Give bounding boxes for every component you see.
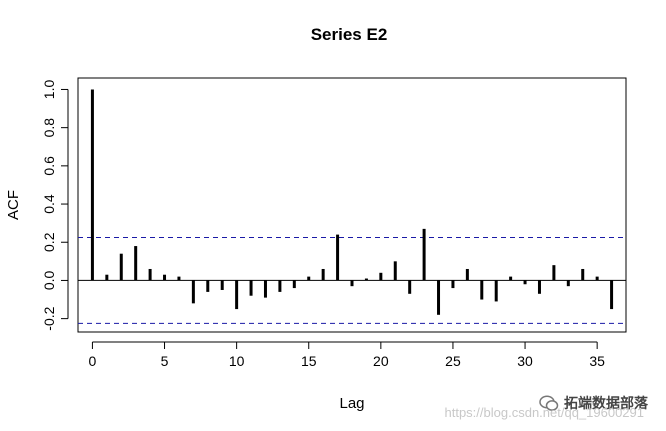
x-tick-label-10: 10: [229, 353, 245, 369]
y-tick-label-2: 0.2: [41, 232, 57, 252]
plot-frame: [77, 77, 627, 333]
watermark-brand: 拓端数据部落: [539, 393, 648, 413]
brand-name: 拓端数据部落: [564, 396, 648, 412]
x-tick-label-0: 0: [89, 353, 97, 369]
y-axis: -0.2 0.0 0.2 0.4 0.6 0.8 1.0: [41, 80, 69, 331]
y-tick-label-0: -0.2: [41, 306, 57, 330]
chart-title: Series E2: [311, 25, 388, 44]
x-tick-label-15: 15: [301, 353, 317, 369]
y-tick-label-4: 0.6: [41, 156, 57, 176]
y-tick-label-3: 0.4: [41, 194, 57, 214]
x-axis-label: Lag: [339, 395, 364, 412]
acf-bars: [90, 89, 614, 315]
x-tick-label-30: 30: [517, 353, 533, 369]
x-tick-label-25: 25: [445, 353, 461, 369]
x-axis: 0 5 10 15 20 25 30 35: [89, 341, 605, 369]
y-tick-label-5: 0.8: [41, 118, 57, 138]
x-tick-label-35: 35: [589, 353, 605, 369]
y-axis-label: ACF: [5, 190, 22, 220]
y-tick-label-6: 1.0: [41, 80, 57, 100]
x-tick-label-20: 20: [373, 353, 389, 369]
x-tick-label-5: 5: [161, 353, 169, 369]
y-tick-label-1: 0.0: [41, 270, 57, 290]
confidence-bounds: [78, 236, 626, 324]
watermark-url: https://blog.csdn.net/qq_19600291: [444, 405, 645, 420]
wechat-icon: [539, 394, 559, 412]
